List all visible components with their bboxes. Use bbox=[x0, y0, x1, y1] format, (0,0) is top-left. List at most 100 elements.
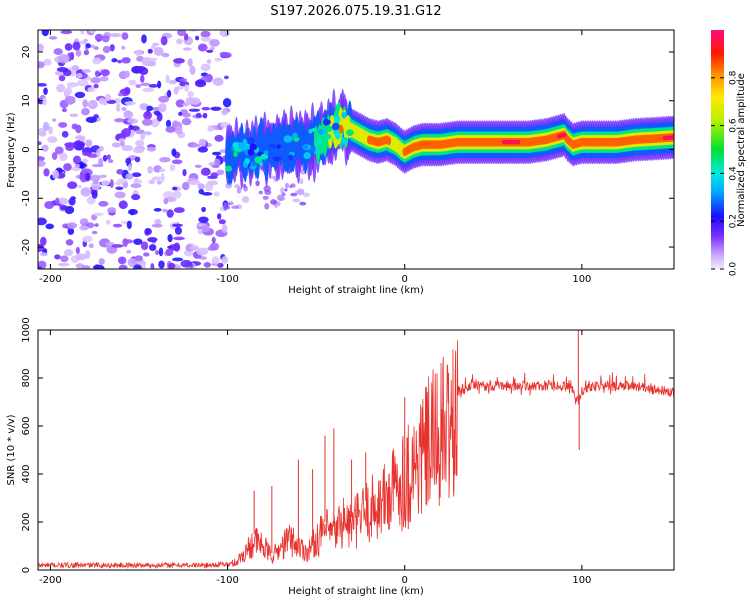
noise-blob bbox=[75, 253, 87, 261]
noise-blob bbox=[75, 49, 82, 57]
colorbar-label: Normalized spectral amplitude bbox=[736, 73, 747, 227]
noise-blob bbox=[99, 76, 109, 82]
noise-blob bbox=[131, 172, 142, 178]
noise-blob bbox=[183, 33, 189, 41]
noise-blob bbox=[159, 157, 171, 163]
spectrogram-x-label: Height of straight line (km) bbox=[288, 285, 424, 296]
noise-blob bbox=[40, 236, 47, 246]
y-tick-label: -20 bbox=[21, 239, 32, 255]
noise-blob bbox=[218, 219, 226, 225]
noise-blob bbox=[87, 99, 98, 110]
noise-blob bbox=[222, 98, 232, 108]
noise-blob bbox=[111, 142, 122, 148]
noise-blob bbox=[284, 182, 290, 189]
noise-blob bbox=[51, 152, 58, 160]
snr-series-line bbox=[38, 340, 674, 570]
noise-blob bbox=[211, 236, 216, 244]
noise-blob bbox=[214, 158, 221, 167]
noise-blob bbox=[64, 95, 76, 105]
colorbar-tick-label: 0.2 bbox=[729, 214, 739, 228]
noise-blob bbox=[194, 79, 207, 88]
noise-blob bbox=[194, 164, 202, 169]
noise-blob bbox=[206, 180, 219, 186]
noise-blob bbox=[158, 168, 166, 173]
noise-blob bbox=[76, 72, 83, 79]
noise-blob bbox=[82, 235, 93, 243]
noise-blob bbox=[73, 139, 85, 150]
noise-blob bbox=[201, 224, 210, 233]
noise-blob bbox=[214, 134, 224, 142]
noise-blob bbox=[80, 187, 92, 197]
ridge-blob bbox=[292, 132, 298, 138]
noise-blob bbox=[216, 213, 222, 220]
noise-blob bbox=[158, 247, 164, 257]
noise-blob bbox=[94, 33, 104, 42]
noise-blob bbox=[161, 52, 170, 58]
noise-blob bbox=[173, 86, 179, 95]
noise-blob bbox=[110, 32, 122, 38]
snr-frame bbox=[37, 329, 675, 571]
noise-blob bbox=[38, 217, 47, 226]
noise-blob bbox=[133, 264, 142, 269]
noise-blob bbox=[151, 176, 162, 181]
noise-blob bbox=[115, 103, 121, 112]
noise-blob bbox=[65, 144, 75, 151]
noise-blob bbox=[61, 130, 69, 138]
noise-blob bbox=[226, 205, 231, 210]
noise-blob bbox=[203, 262, 212, 268]
y-tick-label: 400 bbox=[21, 464, 32, 483]
noise-blob bbox=[107, 207, 117, 214]
noise-blob bbox=[38, 160, 46, 167]
noise-blob bbox=[59, 152, 68, 162]
noise-blob bbox=[82, 99, 89, 108]
noise-blob bbox=[77, 184, 83, 189]
noise-blob bbox=[236, 186, 242, 194]
noise-blob bbox=[264, 189, 272, 196]
noise-blob bbox=[105, 93, 112, 101]
noise-blob bbox=[140, 132, 146, 140]
noise-blob bbox=[211, 164, 220, 168]
noise-blob bbox=[44, 201, 55, 209]
noise-blob bbox=[198, 216, 209, 223]
noise-blob bbox=[71, 65, 80, 71]
noise-blob bbox=[169, 164, 176, 172]
noise-blob bbox=[65, 239, 74, 246]
ridge-blob bbox=[225, 165, 232, 172]
noise-blob bbox=[138, 67, 149, 76]
noise-blob bbox=[221, 52, 232, 59]
noise-blob bbox=[182, 112, 191, 118]
noise-blob bbox=[188, 108, 201, 112]
noise-blob bbox=[207, 126, 216, 131]
noise-blob bbox=[171, 148, 177, 157]
noise-blob bbox=[108, 159, 114, 164]
noise-blob bbox=[143, 131, 152, 136]
y-tick-label: 10 bbox=[21, 94, 32, 107]
noise-blob bbox=[125, 157, 132, 165]
noise-blob bbox=[42, 97, 47, 106]
noise-blob bbox=[79, 161, 84, 169]
x-tick-label: 100 bbox=[572, 274, 591, 285]
snr-x-label: Height of straight line (km) bbox=[288, 586, 424, 597]
noise-blob bbox=[132, 147, 145, 154]
y-tick-label: 1000 bbox=[21, 317, 32, 342]
noise-blob bbox=[126, 220, 132, 230]
noise-blob bbox=[241, 196, 250, 204]
noise-blob bbox=[43, 58, 52, 66]
noise-blob bbox=[212, 77, 224, 86]
ridge-blob bbox=[237, 142, 244, 150]
noise-blob bbox=[197, 43, 208, 52]
noise-blob bbox=[221, 224, 228, 234]
noise-blob bbox=[209, 242, 220, 251]
noise-blob bbox=[196, 247, 209, 256]
noise-blob bbox=[111, 244, 124, 248]
noise-blob bbox=[93, 46, 99, 50]
noise-blob bbox=[127, 118, 139, 124]
noise-blob bbox=[216, 169, 225, 176]
noise-blob bbox=[153, 46, 164, 56]
noise-blob bbox=[55, 197, 60, 205]
noise-blob bbox=[146, 105, 154, 112]
noise-blob bbox=[41, 30, 49, 37]
